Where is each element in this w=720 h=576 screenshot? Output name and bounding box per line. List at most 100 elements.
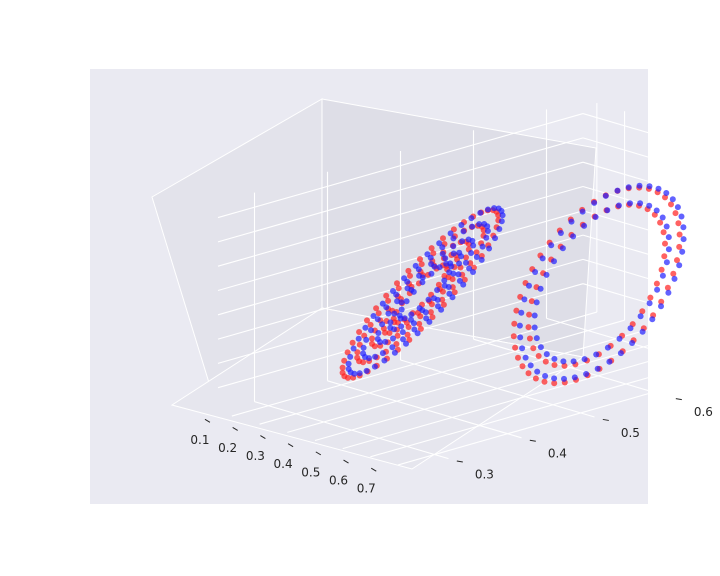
scatter-point: [395, 285, 402, 292]
scatter-point: [665, 246, 672, 253]
scatter-point: [526, 311, 533, 318]
scatter-point: [629, 340, 636, 346]
tick-mark: [675, 398, 682, 401]
tick-mark: [602, 418, 609, 421]
scatter-point: [467, 260, 474, 267]
x-tick-label: 0.6: [329, 474, 348, 488]
scatter-point: [670, 270, 677, 277]
scatter-point: [637, 313, 644, 320]
scatter-point: [389, 344, 396, 351]
scatter-point: [561, 375, 567, 382]
scatter-point: [551, 380, 558, 387]
scatter-point: [470, 242, 477, 249]
scatter-point: [440, 301, 447, 308]
scatter-point: [639, 328, 646, 335]
scatter-point: [355, 335, 362, 342]
scatter-point: [350, 345, 357, 352]
z-gridline-side: [217, 137, 584, 243]
scatter-point: [543, 351, 550, 358]
y-tick-label: 0.3: [475, 468, 494, 482]
scatter-point: [441, 277, 448, 284]
scatter-point: [415, 309, 421, 316]
axis-panes: [151, 98, 597, 470]
scatter-point: [491, 205, 498, 212]
tick-marks: [204, 398, 682, 472]
scatter-point: [551, 355, 558, 362]
scatter-point: [593, 351, 600, 358]
scatter-point: [518, 309, 525, 316]
scatter-point: [478, 256, 485, 263]
scatter-point: [436, 264, 443, 271]
scatter-point: [496, 226, 503, 232]
scatter-point: [535, 353, 542, 359]
scatter-point: [427, 254, 434, 261]
scatter-point: [339, 364, 346, 371]
scatter-point: [541, 378, 548, 385]
scatter-point: [393, 341, 400, 347]
scatter-point: [360, 344, 367, 351]
scatter-point: [551, 375, 558, 382]
scatter-point: [532, 375, 539, 382]
scatter-point: [542, 358, 549, 365]
tick-mark: [204, 418, 211, 423]
x-tick-label: 0.5: [301, 465, 320, 479]
scatter-point: [594, 365, 601, 372]
y-tick-label: 0.4: [548, 447, 567, 461]
scatter-point: [383, 304, 390, 311]
tick-mark: [370, 467, 377, 472]
scatter-point: [416, 305, 423, 312]
scatter-point: [368, 327, 374, 334]
scatter-point: [658, 298, 665, 305]
scatter-point: [654, 286, 661, 293]
scatter-point: [525, 370, 532, 377]
scatter-point: [456, 249, 463, 256]
scatter-point: [473, 254, 480, 260]
scatter-point: [451, 289, 458, 296]
scatter-point: [469, 223, 476, 230]
scatter-point: [606, 358, 613, 365]
scatter-points: [339, 182, 687, 387]
scatter-point: [653, 207, 660, 214]
scatter-point: [542, 373, 549, 379]
scatter-point: [663, 223, 670, 230]
scatter-point: [403, 298, 410, 305]
x-tick-label: 0.3: [246, 449, 265, 463]
scatter-point: [570, 233, 577, 240]
scatter-point: [581, 356, 588, 363]
scatter-point: [360, 359, 367, 366]
z-gridline-back: [582, 283, 720, 325]
scatter-point: [399, 329, 406, 336]
scatter-point: [377, 339, 384, 346]
scatter-point: [674, 257, 680, 264]
scatter-point: [435, 303, 441, 310]
z-gridline-side: [217, 113, 584, 219]
scatter-point: [446, 290, 453, 297]
scatter-point: [341, 357, 348, 364]
scatter-point: [459, 238, 466, 245]
scatter-point: [418, 261, 425, 268]
y-gridline-floor: [254, 401, 449, 460]
scatter-point: [434, 287, 441, 293]
scatter-point: [551, 258, 557, 265]
scatter-point: [403, 340, 409, 347]
scatter-point: [519, 363, 526, 370]
scatter-point: [604, 344, 611, 351]
scatter-point: [534, 368, 541, 375]
scatter-point: [521, 296, 528, 303]
scatter-point: [548, 242, 555, 249]
scatter-point: [591, 199, 598, 206]
scatter-point: [646, 202, 653, 209]
x-tick-label: 0.1: [190, 433, 209, 447]
z-gridline-back: [582, 137, 720, 179]
scatter-point: [455, 271, 462, 278]
x-tick-labels: 0.1 0.2 0.3 0.4 0.5 0.6 0.7: [190, 433, 375, 496]
scatter-point: [379, 350, 386, 357]
scatter-point: [617, 350, 624, 357]
scatter-point: [385, 297, 392, 304]
scatter-point: [458, 222, 465, 228]
x-tick-label: 0.7: [357, 482, 376, 496]
scatter-point: [450, 235, 457, 242]
scatter-point: [614, 187, 621, 194]
scatter-point: [394, 280, 400, 287]
scatter-point: [354, 349, 361, 356]
